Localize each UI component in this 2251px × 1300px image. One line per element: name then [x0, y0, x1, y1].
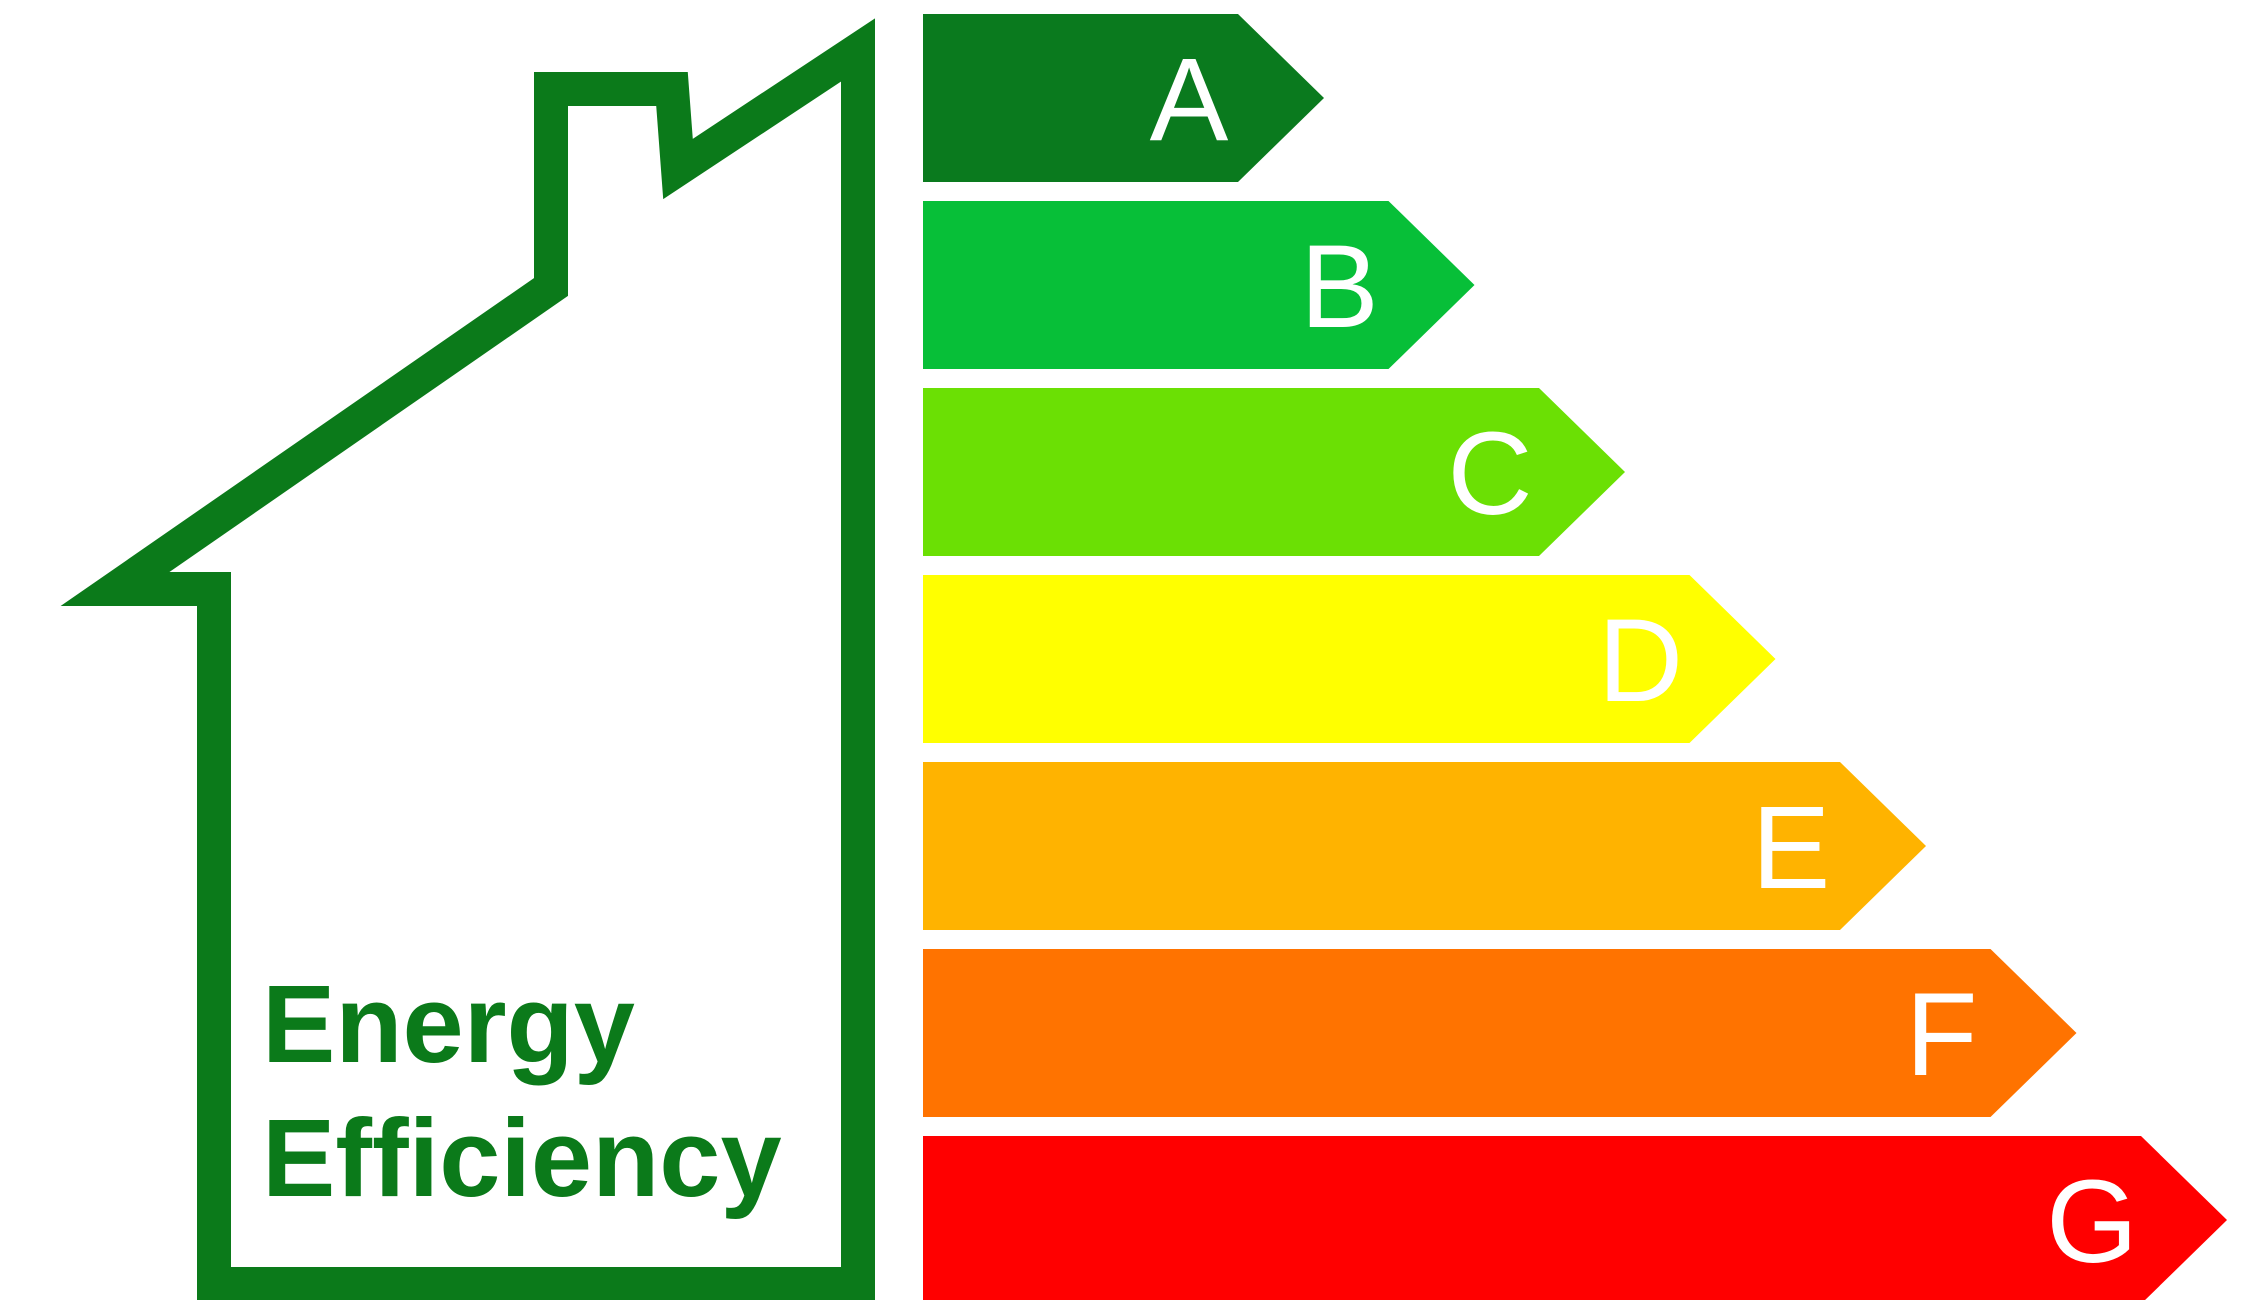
band-label: C [1447, 408, 1532, 540]
house-title-line: Energy [262, 963, 635, 1086]
band-label: B [1300, 221, 1379, 353]
rating-band [923, 762, 1926, 930]
band-label: G [2046, 1156, 2138, 1288]
rating-band [923, 14, 1324, 182]
rating-band [923, 575, 1776, 743]
band-label: E [1752, 782, 1831, 914]
rating-band [923, 388, 1625, 556]
rating-band [923, 201, 1475, 369]
rating-band [923, 1136, 2227, 1300]
band-label: D [1598, 595, 1683, 727]
band-label: F [1905, 969, 1977, 1101]
band-label: A [1150, 34, 1229, 166]
house-title-line: Efficiency [262, 1097, 782, 1220]
house-outline [60, 18, 875, 1300]
rating-band [923, 949, 2077, 1117]
